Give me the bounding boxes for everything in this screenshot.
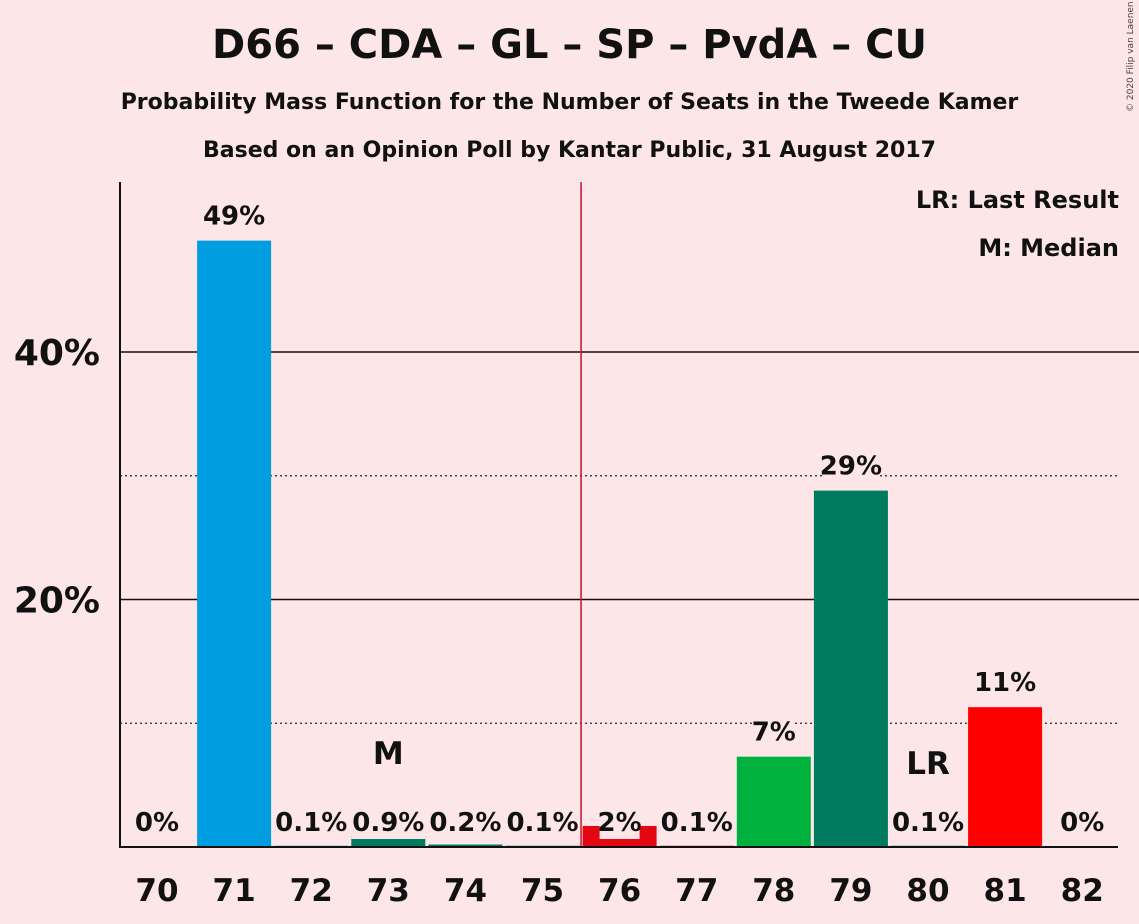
data-label-background [351,806,426,839]
data-label: 49% [203,202,265,232]
bar-seat-79 [813,490,888,847]
data-label: 0% [1060,808,1104,838]
xtick-label: 81 [984,873,1027,909]
chart-title: D66 – CDA – GL – SP – PvdA – CU [212,22,927,68]
data-label: 0.2% [429,808,501,838]
data-label: 0.1% [661,808,733,838]
xtick-label: 77 [675,873,718,909]
data-label-background [505,806,580,839]
xtick-label: 76 [598,873,641,909]
data-label: 0.1% [506,808,578,838]
last-result-marker: LR [906,746,950,782]
data-label: 2% [598,808,642,838]
legend-last-result: LR: Last Result [915,186,1119,214]
ytick-label-background [0,579,118,620]
xtick-label: 74 [444,873,487,909]
data-label: 11% [974,668,1036,698]
data-label-background [659,806,734,839]
ytick-label-background [0,332,118,372]
xtick-label: 80 [906,873,949,909]
xtick-label: 82 [1061,873,1104,909]
xtick-label: 71 [213,873,256,909]
data-label-background [753,715,794,749]
data-label-background [822,449,880,483]
data-label: 7% [752,718,796,748]
ytick-label: 20% [14,581,100,622]
xtick-label: 75 [521,873,564,909]
data-label-background [205,199,263,233]
bar-seat-73 [351,835,426,847]
bar-seat-71 [197,240,272,847]
bar-seat-81 [968,707,1043,847]
ytick-label: 40% [14,333,100,374]
xtick-label: 73 [367,873,410,909]
xtick-label: 72 [290,873,333,909]
bar-seat-78 [736,756,811,847]
data-label-background [428,806,503,839]
data-label: 0.1% [892,808,964,838]
data-label-background [891,806,965,839]
data-label: 29% [820,452,882,482]
xtick-label: 78 [752,873,795,909]
data-label-background [599,806,640,839]
data-label-background [976,666,1034,700]
chart-subtitle-source: Based on an Opinion Poll by Kantar Publi… [203,138,936,163]
chart-subtitle: Probability Mass Function for the Number… [120,90,1019,115]
data-label-background [274,806,349,839]
bar-seat-74 [428,844,503,847]
xtick-label: 70 [135,873,178,909]
data-label: 0% [135,808,179,838]
data-label: 0.1% [275,808,347,838]
data-label-background [1062,806,1103,839]
data-label-background [137,806,177,839]
xtick-label: 79 [829,873,872,909]
legend-median: M: Median [978,234,1119,262]
data-label: 0.9% [352,808,424,838]
median-marker: M [373,736,404,772]
